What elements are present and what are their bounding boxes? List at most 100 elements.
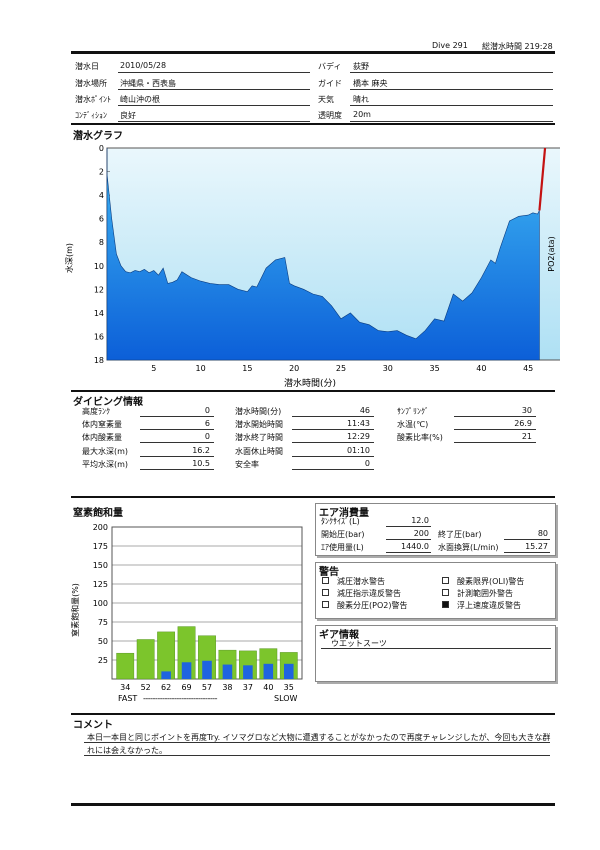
buddy-label: バディ bbox=[318, 62, 342, 71]
guide-value: 橋本 麻央 bbox=[353, 79, 388, 88]
dive-info-value: 10.5 bbox=[192, 458, 210, 468]
start-pressure-label: 開始圧(bar) bbox=[321, 530, 365, 539]
depth-tick-label: 2 bbox=[99, 168, 104, 177]
point-value: 崎山沖の根 bbox=[120, 95, 160, 104]
warning-label: 減圧指示違反警告 bbox=[337, 589, 401, 598]
gear-value: ウエットスーツ bbox=[331, 639, 387, 648]
depth-tick-label: 8 bbox=[99, 238, 104, 247]
depth-profile bbox=[106, 148, 540, 361]
dive-info-label: 水温(℃) bbox=[397, 420, 429, 430]
dive-info-value: 6 bbox=[204, 419, 210, 429]
depth-tick-label: 4 bbox=[99, 191, 104, 200]
warning-label: 酸素分圧(PO2)警告 bbox=[337, 601, 408, 610]
depth-tick-label: 12 bbox=[94, 285, 104, 294]
warning-label: 酸素限界(OLI)警告 bbox=[457, 577, 525, 586]
nitrogen-category-label: 62 bbox=[161, 683, 171, 692]
nitrogen-bar-blue bbox=[181, 662, 192, 679]
time-tick-label: 30 bbox=[383, 364, 393, 373]
weather-value: 晴れ bbox=[353, 95, 369, 104]
dive-info-label: 潜水開始時間 bbox=[235, 420, 283, 430]
time-tick-label: 10 bbox=[196, 364, 206, 373]
warnings-box: 警告 減圧潜水警告減圧指示違反警告 酸素分圧(PO2)警告 酸素限界(OLI)警告計… bbox=[315, 562, 556, 619]
fast-label: FAST bbox=[118, 694, 137, 703]
guide-label: ガイド bbox=[318, 79, 342, 88]
nitrogen-y-label: 窒素飽和量(%) bbox=[70, 583, 80, 637]
nitrogen-tick-label: 75 bbox=[98, 618, 108, 627]
dive-info-label: 酸素比率(%) bbox=[397, 433, 443, 443]
warning-checkbox bbox=[442, 577, 449, 584]
end-pressure-value: 80 bbox=[537, 529, 548, 538]
nitrogen-bar-blue bbox=[161, 671, 171, 679]
graph-title: 潜水グラフ bbox=[73, 131, 123, 142]
fast-slow-dashes: ------------------------------- bbox=[143, 694, 218, 703]
air-used-label: ｴｱ使用量(L) bbox=[321, 543, 364, 552]
comment-line-1: 本日一本目と同じポイントを再度Try. イソマグロなど大物に遭遇することがなかっ… bbox=[87, 733, 551, 742]
condition-value: 良好 bbox=[120, 111, 136, 120]
dive-info-value: 12:29 bbox=[346, 432, 370, 442]
dive-info-label: 体内窒素量 bbox=[82, 420, 122, 430]
time-tick-label: 5 bbox=[151, 364, 156, 373]
nitrogen-tick-label: 150 bbox=[93, 561, 108, 570]
warnings-title: 警告 bbox=[319, 567, 339, 578]
top-rule bbox=[71, 51, 555, 54]
depth-tick-label: 14 bbox=[94, 309, 104, 318]
nitrogen-category-label: 38 bbox=[222, 683, 232, 692]
end-pressure-label: 終了圧(bar) bbox=[438, 530, 482, 539]
dive-info-label: 潜水終了時間 bbox=[235, 433, 283, 443]
air-used-value: 1440.0 bbox=[401, 542, 429, 551]
nitrogen-category-label: 34 bbox=[120, 683, 130, 692]
warning-checkbox bbox=[322, 577, 329, 584]
depth-axis-label: 水深(m) bbox=[64, 243, 74, 273]
nitrogen-tick-label: 100 bbox=[93, 599, 108, 608]
dive-info-value: 11:43 bbox=[346, 419, 370, 429]
nitrogen-bar-green bbox=[116, 652, 135, 680]
dive-info-value: 26.9 bbox=[514, 419, 532, 429]
nitrogen-tick-label: 175 bbox=[93, 542, 108, 551]
warning-checkbox bbox=[322, 589, 329, 596]
place-label: 潜水場所 bbox=[75, 79, 107, 88]
time-tick-label: 15 bbox=[242, 364, 252, 373]
warning-label: 減圧潜水警告 bbox=[337, 577, 385, 586]
bottom-rule bbox=[71, 803, 555, 806]
date-value: 2010/05/28 bbox=[120, 61, 167, 70]
warning-checkbox bbox=[442, 589, 449, 596]
time-axis-label: 潜水時間(分) bbox=[284, 377, 336, 389]
tank-value: 12.0 bbox=[411, 516, 429, 525]
time-tick-label: 40 bbox=[476, 364, 486, 373]
dive-info-value: 0 bbox=[204, 406, 210, 415]
place-value: 沖縄県・西表島 bbox=[120, 79, 176, 88]
dive-info-value: 0 bbox=[364, 458, 370, 468]
dive-info-value: 30 bbox=[521, 406, 532, 415]
dive-info-value: 46 bbox=[359, 406, 370, 415]
tank-label: ﾀﾝｸｻｲｽﾞ(L) bbox=[321, 517, 360, 526]
warning-checkbox bbox=[442, 601, 449, 608]
warning-checkbox bbox=[322, 601, 329, 608]
nitrogen-y-axis: 25 50 75 100 125 150 175 200 bbox=[93, 523, 302, 665]
date-label: 潜水日 bbox=[75, 62, 99, 71]
surface-rate-value: 15.27 bbox=[525, 542, 548, 551]
visibility-label: 透明度 bbox=[318, 111, 342, 120]
slow-label: SLOW bbox=[274, 694, 298, 703]
depth-tick-label: 16 bbox=[94, 332, 104, 341]
total-dive-time: 総潜水時間 219:28 bbox=[482, 42, 553, 51]
condition-label: ｺﾝﾃﾞｨｼｮﾝ bbox=[75, 111, 107, 120]
dive-info-label: ｻﾝﾌﾟﾘﾝｸﾞ bbox=[397, 407, 429, 416]
weather-label: 天気 bbox=[318, 95, 334, 104]
nitrogen-category-label: 57 bbox=[202, 683, 212, 692]
warning-label: 計測範囲外警告 bbox=[457, 589, 513, 598]
time-tick-label: 25 bbox=[336, 364, 346, 373]
nitrogen-bar-blue bbox=[222, 664, 233, 679]
dive-info-label: 体内酸素量 bbox=[82, 433, 122, 443]
nitrogen-x-axis: 34 52 62 69 57 38 37 40 35 bbox=[120, 683, 294, 692]
depth-tick-label: 18 bbox=[94, 356, 104, 365]
nitrogen-bar-blue bbox=[243, 665, 253, 679]
surface-rate-label: 水面換算(L/min) bbox=[438, 543, 499, 552]
nitrogen-bar-blue bbox=[263, 663, 274, 679]
nitrogen-chart: 25 50 75 100 125 150 175 200 34 52 62 69 57 38 37 40 35… bbox=[70, 523, 303, 703]
dive-info-title: ダイビング情報 bbox=[73, 397, 143, 408]
dive-info-value: 01:10 bbox=[346, 445, 370, 455]
air-title: エア消費量 bbox=[319, 508, 369, 519]
nitrogen-category-label: 37 bbox=[243, 683, 253, 692]
depth-tick-label: 6 bbox=[99, 215, 104, 224]
